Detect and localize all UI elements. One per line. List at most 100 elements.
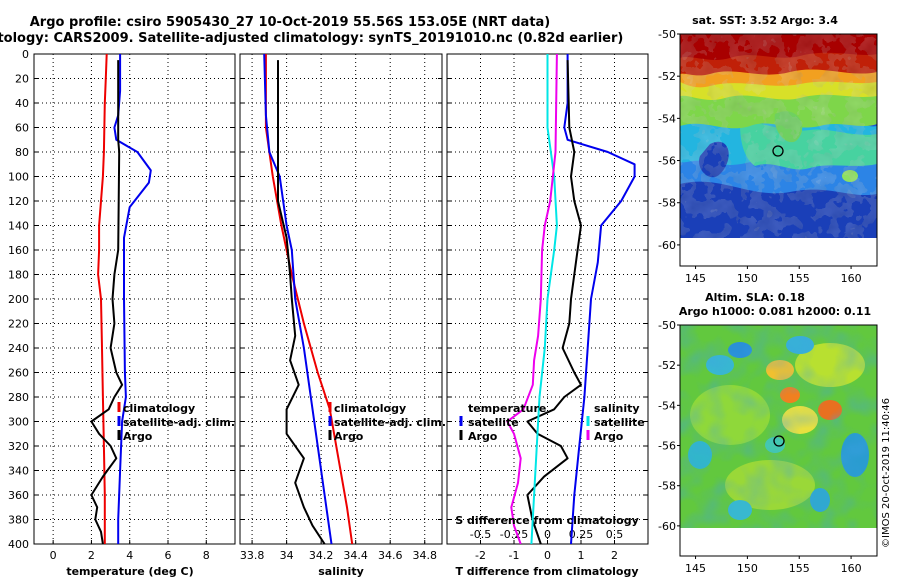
s-difference-xlabel: S difference from climatology bbox=[455, 514, 639, 527]
t-difference-xlabel: T difference from climatology bbox=[455, 565, 638, 578]
argo-location-marker bbox=[772, 145, 784, 157]
depth-tick-label: 380 bbox=[8, 514, 29, 527]
x-tick-label: 0 bbox=[544, 549, 551, 562]
sst-map-title: sat. SST: 3.52 Argo: 3.4 bbox=[692, 14, 838, 27]
lat-tick-label: -56 bbox=[658, 155, 676, 168]
legend-title-temperature: temperature bbox=[468, 402, 546, 415]
sla-map-frame bbox=[679, 324, 878, 557]
depth-tick-label: 80 bbox=[15, 146, 29, 159]
series-argo bbox=[277, 60, 326, 544]
series-salinity-satellite bbox=[530, 54, 558, 544]
legend-label-climatology: climatology bbox=[123, 402, 195, 415]
sla-map-title-line2: Argo h1000: 0.081 h2000: 0.11 bbox=[679, 305, 871, 318]
lat-tick-label: -56 bbox=[658, 440, 676, 453]
sst-map-frame bbox=[679, 33, 878, 267]
x-tick-label: 34.4 bbox=[343, 549, 368, 562]
depth-tick-label: 60 bbox=[15, 122, 29, 135]
series-salinity-argo bbox=[506, 54, 558, 544]
lon-tick-label: 155 bbox=[789, 562, 810, 575]
s-tick-label: 0 bbox=[544, 528, 551, 541]
sla-map-title-line1: Altim. SLA: 0.18 bbox=[705, 291, 805, 304]
lon-tick-label: 155 bbox=[789, 272, 810, 285]
lat-tick-label: -54 bbox=[658, 112, 676, 125]
x-tick-label: 33.8 bbox=[240, 549, 265, 562]
salinity-legend: climatology satellite-adj. clim. Argo bbox=[328, 402, 446, 443]
s-tick-label: 0.25 bbox=[569, 528, 594, 541]
x-tick-label: 4 bbox=[126, 549, 133, 562]
series-argo bbox=[90, 60, 124, 544]
x-tick-label: 1 bbox=[578, 549, 585, 562]
sla-map-image bbox=[680, 325, 877, 528]
x-tick-label: 2 bbox=[88, 549, 95, 562]
depth-tick-label: 300 bbox=[8, 416, 29, 429]
s-tick-label: -0.5 bbox=[470, 528, 491, 541]
series-climatology bbox=[97, 54, 108, 544]
depth-tick-label: 120 bbox=[8, 195, 29, 208]
legend-label-climatology: climatology bbox=[334, 402, 406, 415]
depth-tick-label: 200 bbox=[8, 293, 29, 306]
temperature-panel: 0204060801001201401601802002202402602803… bbox=[8, 48, 236, 578]
temperature-legend: climatology satellite-adj. clim. Argo bbox=[117, 402, 235, 443]
lon-tick-label: 145 bbox=[685, 272, 706, 285]
depth-tick-label: 160 bbox=[8, 244, 29, 257]
lat-tick-label: -60 bbox=[658, 520, 676, 533]
x-tick-label: 6 bbox=[165, 549, 172, 562]
series-satellite-adj-clim- bbox=[263, 54, 333, 544]
depth-tick-label: 100 bbox=[8, 171, 29, 184]
lat-tick-label: -50 bbox=[658, 319, 676, 332]
depth-tick-label: 240 bbox=[8, 342, 29, 355]
depth-tick-label: 280 bbox=[8, 391, 29, 404]
depth-tick-label: 260 bbox=[8, 367, 29, 380]
temperature-xlabel: temperature (deg C) bbox=[66, 565, 193, 578]
depth-tick-label: 340 bbox=[8, 465, 29, 478]
s-tick-label: 0.5 bbox=[606, 528, 624, 541]
lat-tick-label: -58 bbox=[658, 197, 676, 210]
depth-tick-label: 40 bbox=[15, 97, 29, 110]
x-tick-label: 34 bbox=[280, 549, 294, 562]
lon-tick-label: 145 bbox=[685, 562, 706, 575]
depth-tick-label: 140 bbox=[8, 220, 29, 233]
depth-tick-label: 320 bbox=[8, 440, 29, 453]
legend-label-t-satellite: satellite bbox=[468, 416, 519, 429]
salinity-panel: 33.8 34 34.2 34.4 34.6 34.8 climatology satel… bbox=[239, 53, 446, 578]
sst-map: sat. SST: 3.52 Argo: 3.4 -50 -52 -54 -56 -58… bbox=[658, 14, 878, 285]
legend-label-s-satellite: satellite bbox=[594, 416, 645, 429]
x-tick-label: 8 bbox=[203, 549, 210, 562]
x-tick-label: 0 bbox=[50, 549, 57, 562]
series-climatology bbox=[264, 54, 354, 544]
series-temperature-argo bbox=[526, 60, 582, 544]
lon-tick-label: 150 bbox=[737, 272, 758, 285]
lat-tick-label: -58 bbox=[658, 480, 676, 493]
series-temperature-satellite bbox=[563, 54, 636, 544]
series-satellite-adj-clim- bbox=[113, 54, 152, 544]
lon-tick-label: 160 bbox=[841, 562, 862, 575]
lon-tick-label: 160 bbox=[841, 272, 862, 285]
x-tick-label: 34.2 bbox=[309, 549, 334, 562]
figure-title-line2: Climatology: CARS2009. Satellite-adjuste… bbox=[0, 31, 623, 46]
s-tick-label: -0.25 bbox=[500, 528, 528, 541]
salinity-xlabel: salinity bbox=[318, 565, 364, 578]
legend-label-satellite: satellite-adj. clim. bbox=[123, 416, 235, 429]
x-tick-label: 34.8 bbox=[412, 549, 437, 562]
figure-title-line1: Argo profile: csiro 5905430_27 10-Oct-20… bbox=[30, 15, 551, 30]
lat-tick-label: -52 bbox=[658, 359, 676, 372]
watermark: ©IMOS 20-Oct-2019 11:40:46 bbox=[881, 398, 892, 548]
x-tick-label: 2 bbox=[611, 549, 618, 562]
difference-panel: -2 -1 0 1 2 -0.5 -0.25 0 0.25 0.5 temperature sa… bbox=[446, 53, 649, 578]
legend-label-satellite: satellite-adj. clim. bbox=[334, 416, 446, 429]
legend-label-argo: Argo bbox=[123, 430, 153, 443]
legend-label-argo: Argo bbox=[334, 430, 364, 443]
depth-tick-label: 0 bbox=[22, 48, 29, 61]
difference-legend-temperature: temperature satellite Argo bbox=[459, 402, 546, 443]
x-tick-label: -1 bbox=[509, 549, 520, 562]
lat-tick-label: -60 bbox=[658, 239, 676, 252]
x-tick-label: -2 bbox=[475, 549, 486, 562]
argo-location-marker-sla bbox=[773, 435, 785, 447]
depth-tick-label: 180 bbox=[8, 269, 29, 282]
sla-map: Altim. SLA: 0.18 Argo h1000: 0.081 h2000… bbox=[658, 291, 878, 575]
lat-tick-label: -54 bbox=[658, 399, 676, 412]
lat-tick-label: -52 bbox=[658, 70, 676, 83]
depth-tick-label: 20 bbox=[15, 73, 29, 86]
legend-label-t-argo: Argo bbox=[468, 430, 498, 443]
